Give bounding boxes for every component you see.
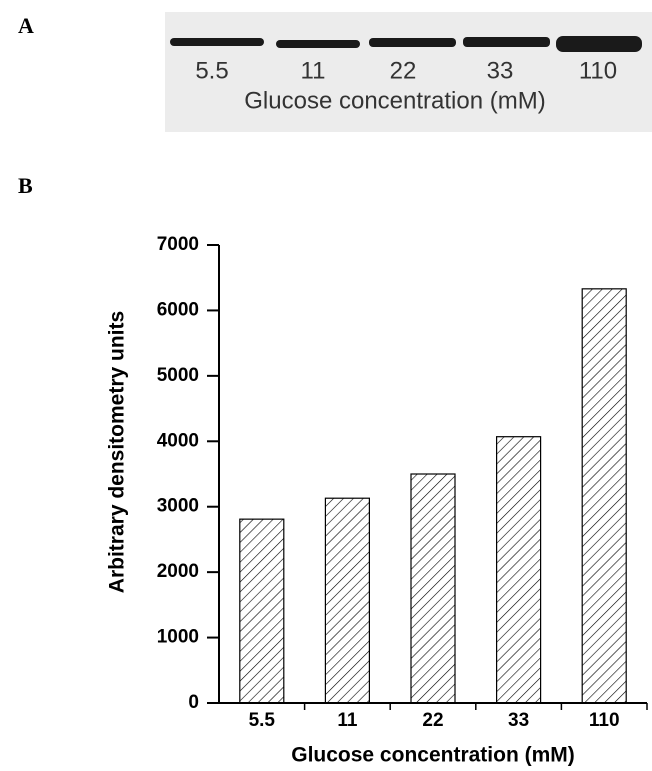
y-tick-label: 7000: [157, 234, 199, 255]
x-tick-label: 33: [508, 710, 529, 731]
bar: [324, 497, 370, 704]
blot-bands: [170, 36, 642, 52]
x-axis-label: Glucose concentration (mM): [291, 744, 575, 767]
y-tick-label: 6000: [157, 299, 199, 320]
y-axis-label: Arbitrary densitometry units: [106, 311, 129, 593]
panel-label: B: [18, 173, 33, 198]
y-tick-label: 5000: [157, 365, 199, 386]
bar: [496, 436, 542, 704]
lane-label: 110: [579, 57, 617, 84]
lane-label: 5.5: [195, 57, 228, 84]
bar: [239, 518, 285, 704]
blot-image: [165, 12, 652, 132]
x-tick-label: 11: [337, 710, 358, 731]
x-tick-label: 110: [589, 710, 620, 731]
y-tick-label: 4000: [157, 430, 199, 451]
x-tick-label: 22: [422, 710, 443, 731]
bar: [581, 288, 627, 704]
y-tick-label: 3000: [157, 496, 199, 517]
y-tick-label: 1000: [157, 627, 199, 648]
panel-label: A: [18, 13, 34, 38]
x-tick-label: 5.5: [249, 710, 276, 731]
blot-xlabel: Glucose concentration (mM): [244, 87, 545, 114]
bar: [410, 473, 456, 704]
lane-label: 22: [390, 57, 417, 84]
y-tick-label: 2000: [157, 561, 199, 582]
lane-label: 33: [487, 57, 514, 84]
lane-label: 11: [301, 57, 326, 84]
y-tick-label: 0: [188, 692, 199, 713]
